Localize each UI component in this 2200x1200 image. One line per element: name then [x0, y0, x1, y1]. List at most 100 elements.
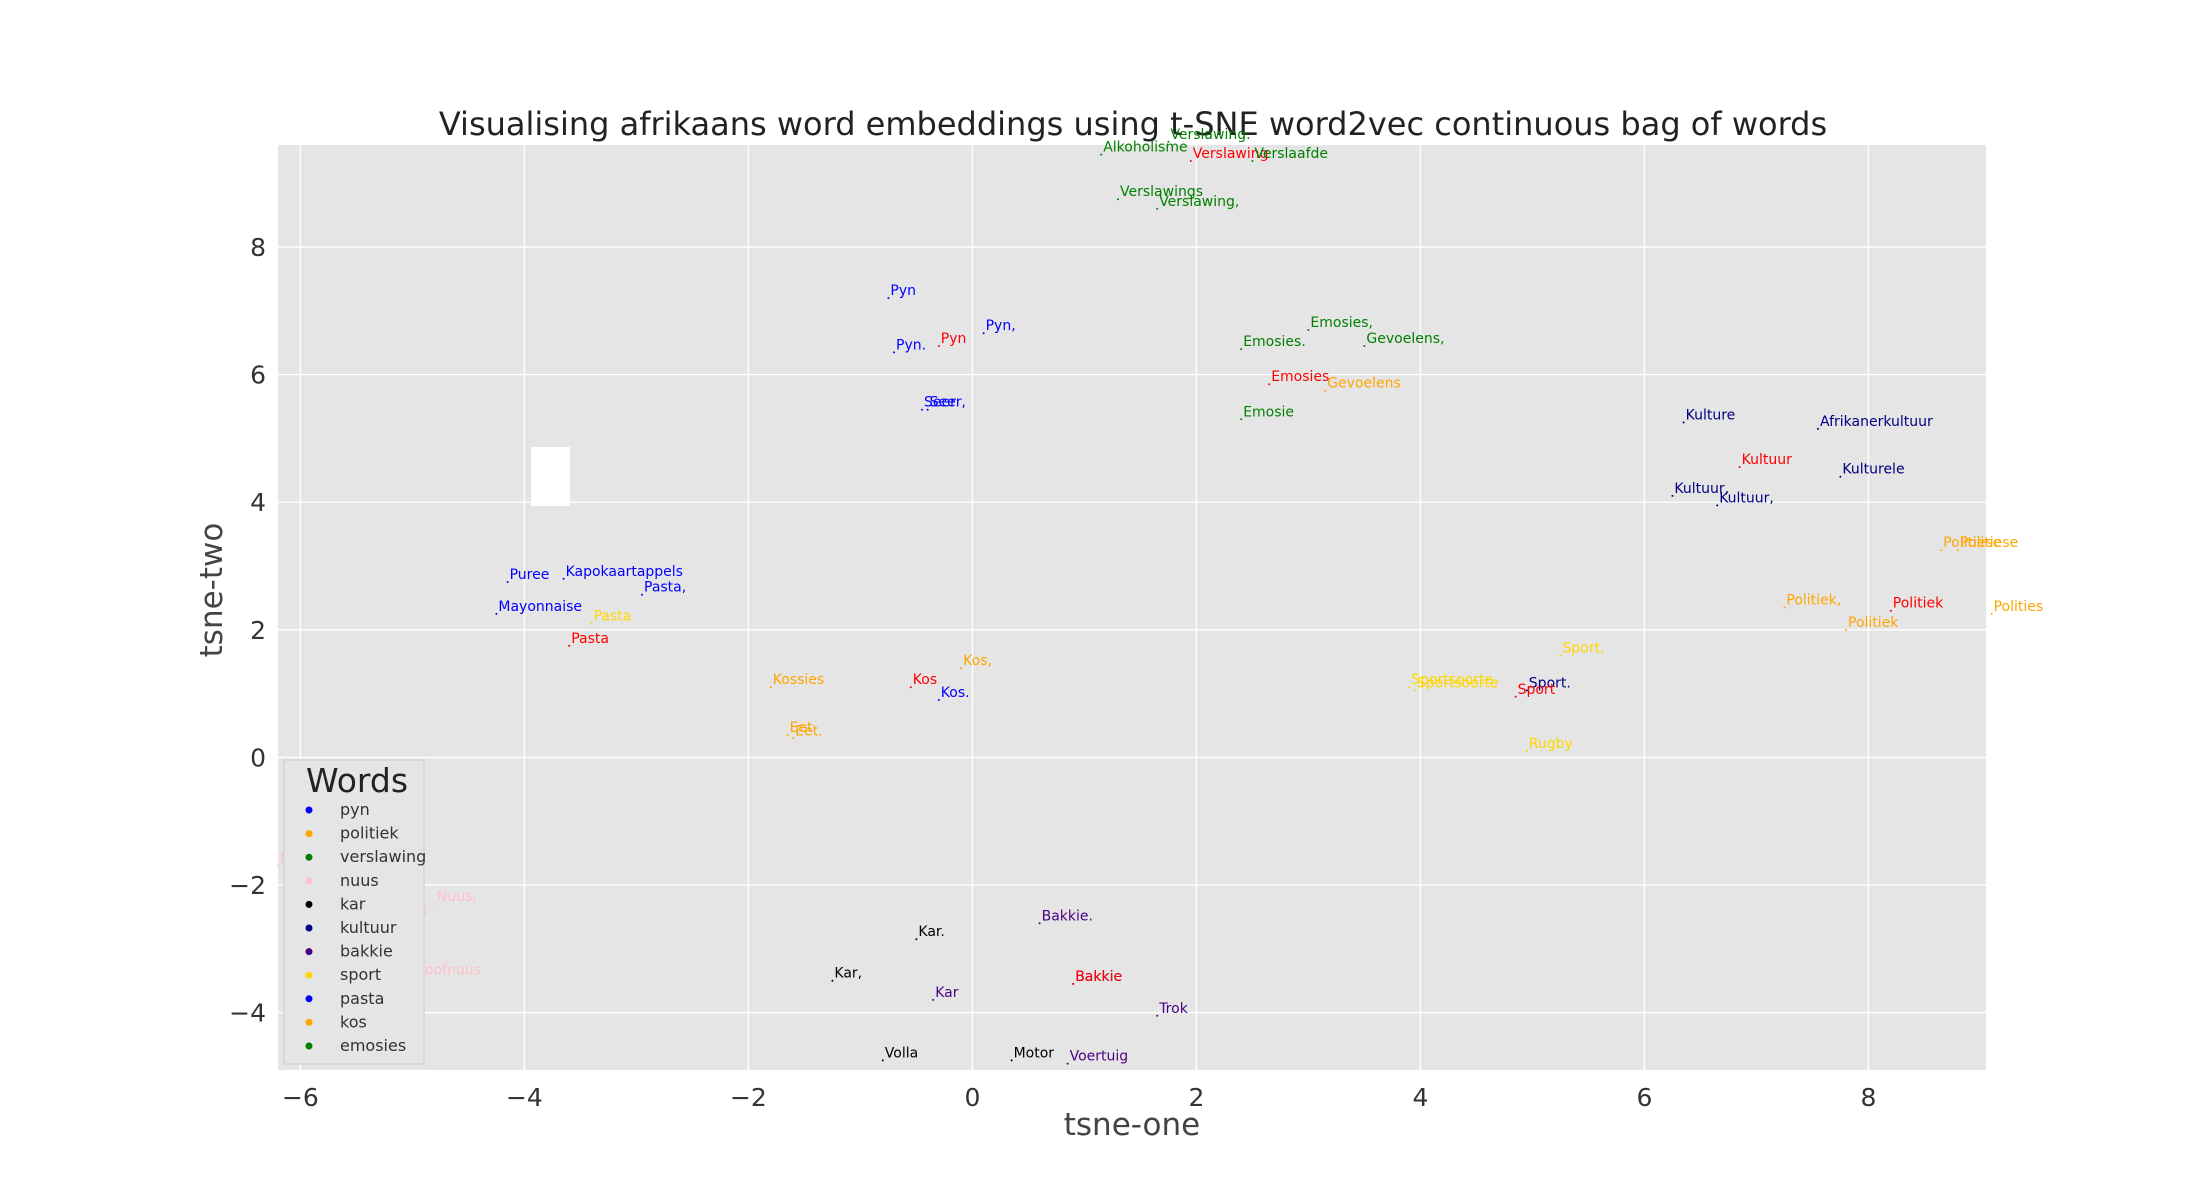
legend-entry-label: politiek	[340, 824, 399, 843]
y-axis-ticks: −4 −2 0 2 4 6 8	[229, 233, 266, 1028]
point-label: Pyn.	[896, 337, 926, 353]
y-tick-label: −4	[229, 999, 266, 1028]
x-tick-label: −4	[506, 1083, 543, 1112]
x-tick-label: −6	[282, 1083, 319, 1112]
legend-entry-label: nuus	[340, 871, 379, 890]
scatter-point	[1940, 549, 1943, 552]
point-label: Kulture	[1686, 408, 1736, 424]
scatter-point	[1716, 504, 1719, 507]
legend-entry-label: emosies	[340, 1036, 406, 1055]
point-label: Kultuur	[1742, 452, 1792, 468]
point-label: Kultuur,	[1674, 481, 1729, 497]
scatter-point	[932, 998, 935, 1001]
point-label: Nuus,	[437, 889, 477, 905]
point-label: Seer	[924, 395, 956, 411]
scatter-point	[1156, 1014, 1159, 1017]
scatter-point	[1240, 418, 1243, 421]
scatter-points: Verslawing.Alkoholisme VerslawingVerslaaf…	[277, 127, 2043, 1065]
point-label: Sportsoorte	[1417, 675, 1499, 691]
scatter-point	[1038, 922, 1041, 925]
point-label: Volla	[885, 1045, 918, 1061]
scatter-point	[893, 351, 895, 354]
x-axis-label: tsne-one	[1064, 1107, 1200, 1143]
scatter-point	[937, 344, 940, 347]
scatter-point	[887, 297, 890, 300]
point-label: Bakkie.	[1042, 908, 1093, 924]
point-label: Kar,	[834, 966, 862, 982]
point-label: Verslawings	[1120, 184, 1203, 200]
scatter-point	[1240, 348, 1243, 351]
legend-marker	[305, 1018, 313, 1026]
scatter-point	[937, 699, 940, 701]
plot-area	[278, 145, 1986, 1070]
legend-title: Words	[306, 761, 408, 800]
point-label: Sport,	[1562, 640, 1604, 656]
scatter-point	[881, 1059, 884, 1062]
legend-marker	[305, 806, 313, 814]
point-label: Politiek	[1848, 615, 1899, 631]
point-label: Emosie	[1243, 404, 1294, 420]
point-label: Puree	[510, 567, 550, 583]
y-tick-label: 6	[250, 361, 266, 390]
x-axis-ticks: −6 −4 −2 0 2 4 6 8	[282, 1083, 1876, 1112]
x-tick-label: 4	[1412, 1083, 1428, 1112]
scatter-point	[1156, 207, 1159, 210]
scatter-point	[1100, 153, 1103, 156]
scatter-point	[1413, 689, 1416, 692]
point-label: Politiek,	[1786, 593, 1841, 609]
point-label: Kapokaartappels	[566, 564, 683, 580]
point-label: Voertuig	[1070, 1049, 1129, 1065]
scatter-point	[831, 979, 834, 982]
point-label: Emosies	[1271, 369, 1329, 385]
point-label: Kos	[913, 672, 937, 688]
legend-entry-label: bakkie	[340, 942, 393, 961]
legend-marker	[305, 900, 313, 908]
point-label: Kar	[935, 985, 959, 1001]
point-label: Eet	[790, 720, 813, 736]
point-label: Verslawing	[1193, 146, 1269, 162]
point-label: Politiese	[1943, 535, 2001, 551]
point-label: Politiek	[1893, 596, 1944, 612]
scatter-point	[590, 622, 593, 625]
legend-marker	[305, 971, 313, 979]
point-label: Politiese	[1960, 535, 2018, 551]
point-label: Polities	[1994, 599, 2044, 615]
legend-marker	[305, 1042, 313, 1050]
point-label: Kulturele	[1842, 462, 1904, 478]
legend-marker	[305, 830, 313, 838]
scatter-point	[1408, 686, 1411, 689]
point-label: Sportsoorte	[1411, 672, 1493, 688]
point-label: Verslawing,	[1159, 194, 1239, 210]
x-tick-label: 8	[1860, 1083, 1876, 1112]
scatter-point	[1845, 628, 1847, 631]
scatter-point	[495, 612, 498, 615]
legend-entry-label: kos	[340, 1012, 367, 1031]
legend-marker	[305, 877, 313, 885]
x-tick-label: −2	[730, 1083, 767, 1112]
scatter-point	[982, 332, 985, 335]
point-label: Pyn	[941, 331, 967, 347]
scatter-point	[277, 864, 279, 867]
y-tick-label: 2	[250, 616, 266, 645]
point-label: Kos,	[963, 653, 992, 669]
blank-patch	[531, 447, 570, 506]
scatter-point	[769, 686, 772, 689]
point-label: Kos.	[941, 685, 970, 701]
point-label: Emosies.	[1243, 334, 1306, 350]
scatter-point	[1817, 427, 1819, 430]
scatter-point	[1117, 198, 1119, 201]
point-label: Seer,	[930, 395, 966, 411]
point-label: Bakkie	[1075, 969, 1122, 985]
point-label: Trok	[1158, 1001, 1189, 1017]
scatter-point	[921, 408, 923, 411]
scatter-point	[792, 737, 795, 740]
legend-entry-label: sport	[340, 965, 381, 984]
legend: Words pyn politiek verslawing nuus kar kultuu…	[283, 759, 426, 1065]
legend-entry-label: kultuur	[340, 918, 397, 937]
scatter-point	[1738, 466, 1741, 469]
scatter-point	[1268, 383, 1271, 386]
point-label: Afrikanerkultuur	[1820, 414, 1933, 430]
point-label: Pyn	[890, 283, 916, 299]
point-label: Kultuur,	[1719, 490, 1774, 506]
